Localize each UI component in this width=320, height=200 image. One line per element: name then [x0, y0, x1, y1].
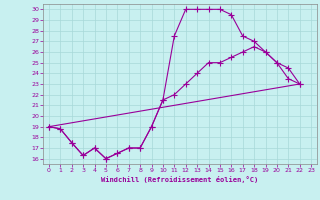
X-axis label: Windchill (Refroidissement éolien,°C): Windchill (Refroidissement éolien,°C) — [101, 176, 259, 183]
